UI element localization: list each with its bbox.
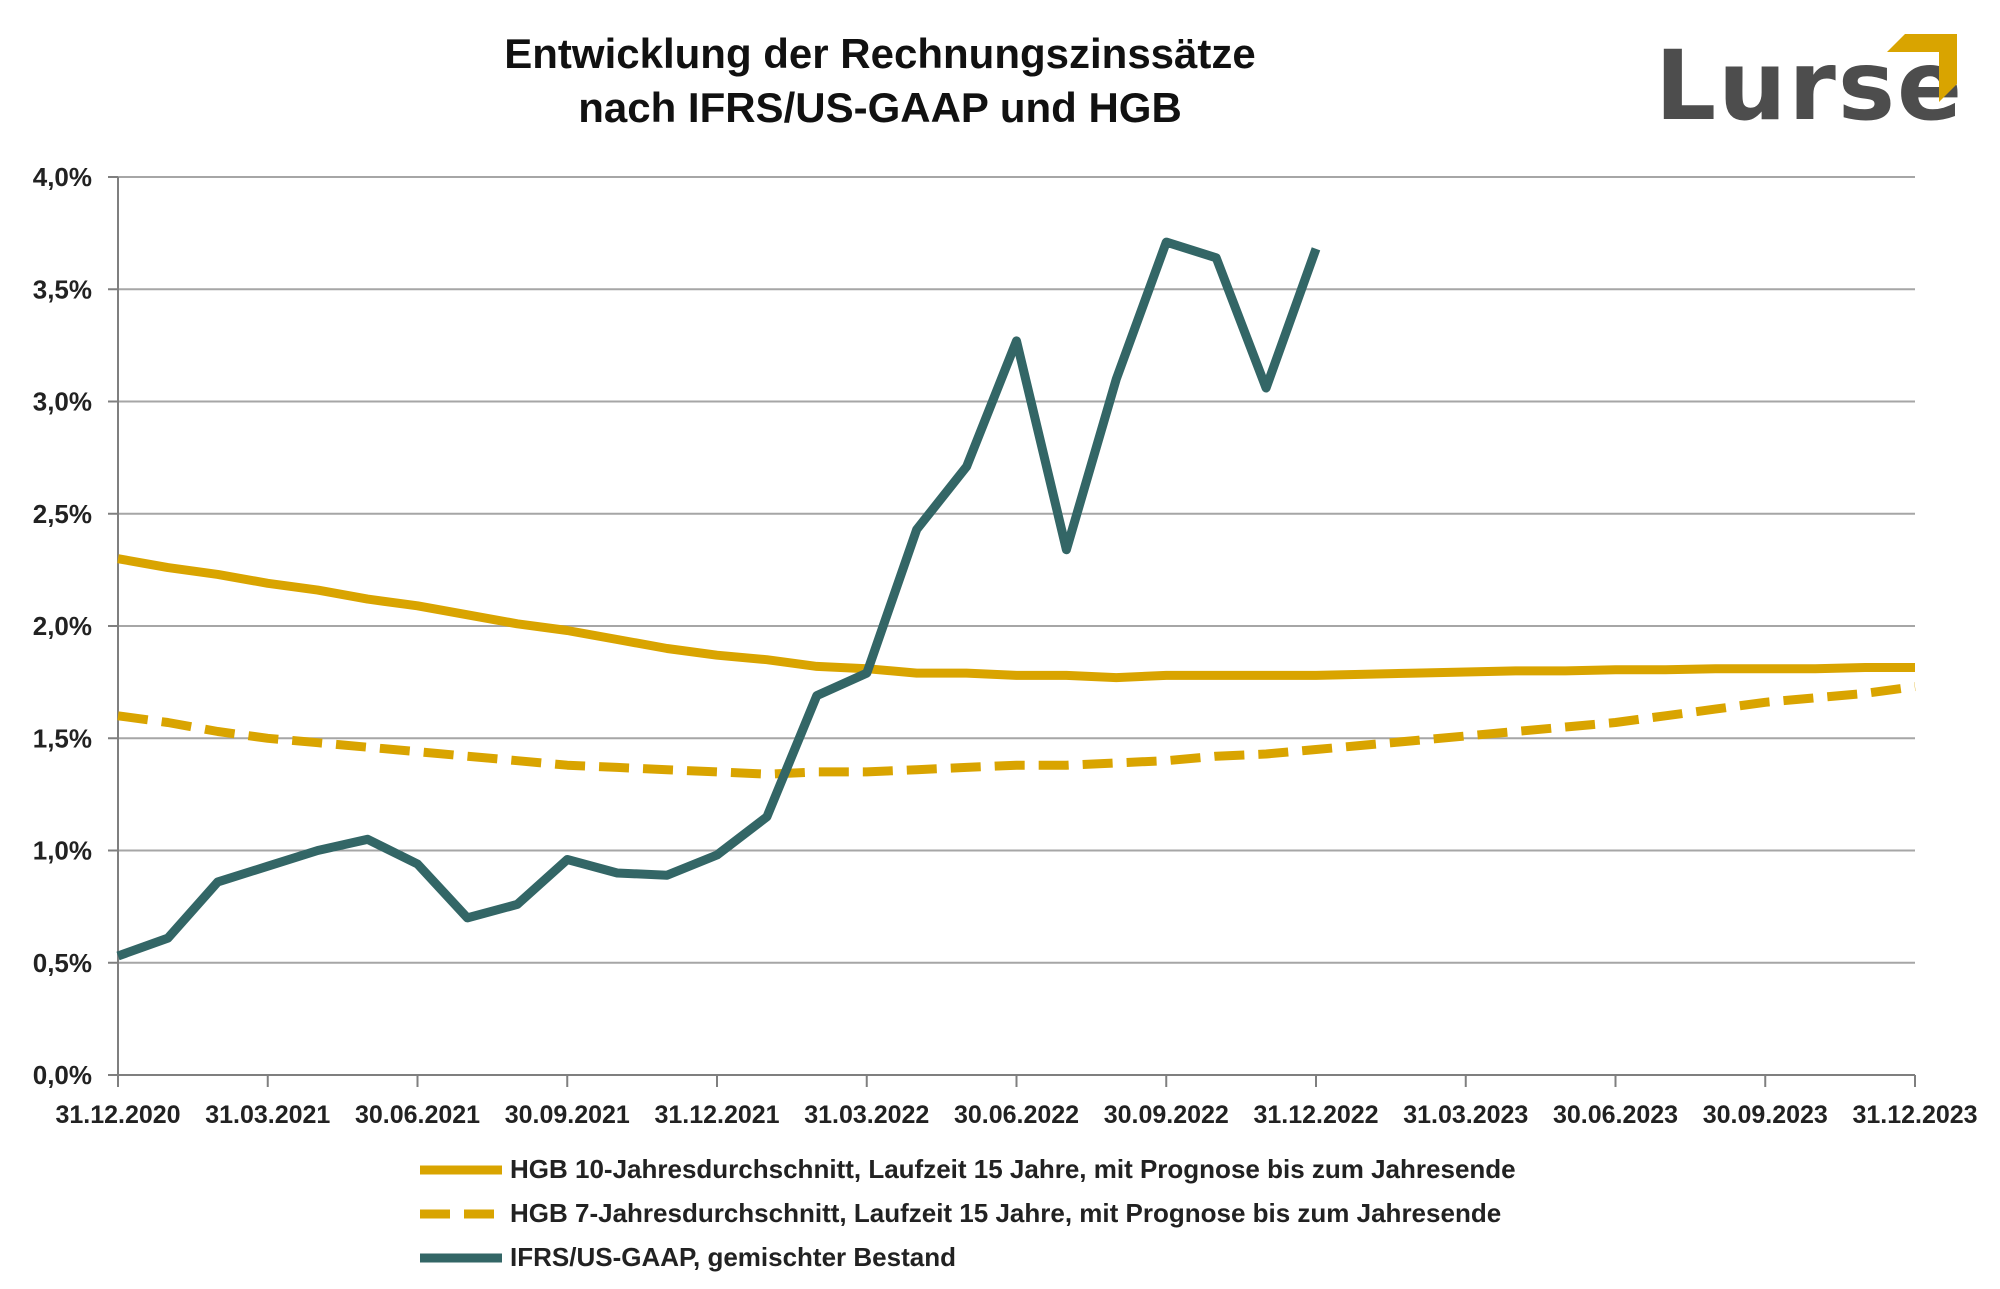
y-tick-label-5: 2,5% bbox=[33, 499, 92, 529]
x-tick-label-7: 30.09.2022 bbox=[1104, 1101, 1229, 1129]
y-tick-label-7: 3,5% bbox=[33, 274, 92, 304]
x-tick-label-3: 30.09.2021 bbox=[505, 1101, 630, 1129]
y-tick-label-1: 0,5% bbox=[33, 948, 92, 978]
y-tick-label-3: 1,5% bbox=[33, 723, 92, 753]
y-tick-label-0: 0,0% bbox=[33, 1060, 92, 1090]
x-tick-label-0: 31.12.2020 bbox=[55, 1101, 180, 1129]
x-tick-label-6: 30.06.2022 bbox=[954, 1101, 1079, 1129]
y-tick-label-6: 3,0% bbox=[33, 387, 92, 417]
y-tick-label-2: 1,0% bbox=[33, 836, 92, 866]
x-tick-labels: 31.12.2020 31.03.2021 30.06.2021 30.09.2021… bbox=[55, 1101, 1977, 1129]
grid-lines bbox=[118, 176, 1915, 964]
x-tick-label-4: 31.12.2021 bbox=[654, 1101, 779, 1129]
x-tick-label-1: 31.03.2021 bbox=[205, 1101, 330, 1129]
legend-swatch-hgb-10 bbox=[420, 1165, 502, 1175]
series-line-hgb-10 bbox=[117, 554, 1915, 683]
x-tick-label-10: 30.06.2023 bbox=[1553, 1101, 1678, 1129]
logo-accent-icon bbox=[1887, 34, 1957, 102]
chart-title-line-1: Entwicklung der Rechnungszinssätze bbox=[504, 30, 1256, 77]
x-tick-label-9: 31.03.2023 bbox=[1403, 1101, 1528, 1129]
logo-text: Lurse bbox=[1655, 30, 1965, 142]
x-tick-label-12: 31.12.2023 bbox=[1852, 1101, 1977, 1129]
y-tick-labels: 0,0% 0,5% 1,0% 1,5% 2,0% 2,5% 3,0% 3,5% 4,0% bbox=[33, 162, 92, 1090]
series-line-hgb-7 bbox=[117, 682, 1916, 779]
x-tick-label-5: 31.03.2022 bbox=[804, 1101, 929, 1129]
y-tick-label-8: 4,0% bbox=[33, 162, 92, 192]
series-line-ifrs bbox=[116, 237, 1321, 961]
x-tick-label-2: 30.06.2021 bbox=[355, 1101, 480, 1129]
y-tick-label-4: 2,0% bbox=[33, 611, 92, 641]
chart-title-line-2: nach IFRS/US-GAAP und HGB bbox=[578, 84, 1182, 131]
legend-label-hgb-10: HGB 10-Jahresdurchschnitt, Laufzeit 15 J… bbox=[510, 1154, 1516, 1184]
x-tick-label-8: 31.12.2022 bbox=[1253, 1101, 1378, 1129]
x-tick-label-11: 30.09.2023 bbox=[1703, 1101, 1828, 1129]
lurse-logo: Lurse bbox=[1655, 30, 1985, 150]
axes bbox=[108, 176, 1916, 1087]
legend-label-ifrs: IFRS/US-GAAP, gemischter Bestand bbox=[510, 1242, 956, 1272]
legend-label-hgb-7: HGB 7-Jahresdurchschnitt, Laufzeit 15 Ja… bbox=[510, 1198, 1502, 1228]
legend-swatch-hgb-7 bbox=[420, 1209, 502, 1219]
legend-swatch-ifrs bbox=[420, 1253, 502, 1263]
series-lines bbox=[116, 237, 1916, 961]
